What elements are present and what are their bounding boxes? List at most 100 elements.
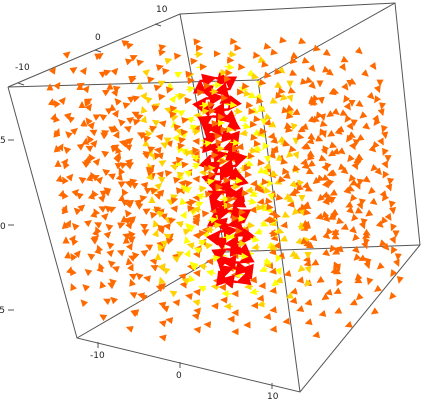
vector-arrow bbox=[269, 325, 278, 333]
vector-arrow bbox=[152, 229, 159, 238]
vector-arrow bbox=[111, 144, 120, 152]
vector-arrow bbox=[60, 204, 68, 213]
z-tick-label: -5 bbox=[0, 306, 5, 316]
vector-arrow bbox=[83, 159, 92, 167]
vector-arrow bbox=[108, 206, 117, 214]
vector-arrow bbox=[305, 167, 314, 175]
vector-arrow bbox=[147, 76, 155, 84]
vector-arrow bbox=[193, 38, 201, 46]
vector-arrow bbox=[230, 186, 246, 203]
vector-arrow bbox=[321, 191, 330, 199]
vector-arrow bbox=[318, 154, 327, 162]
vector-arrow bbox=[340, 55, 349, 63]
vector-arrow bbox=[107, 173, 116, 181]
vector-arrow bbox=[212, 237, 229, 251]
vector-arrow bbox=[307, 115, 316, 123]
vector-arrow bbox=[186, 242, 195, 250]
vector-arrow bbox=[131, 111, 140, 119]
vector-arrow bbox=[329, 141, 338, 149]
vector-arrow bbox=[94, 53, 103, 61]
vector-arrow bbox=[270, 136, 279, 144]
vector-arrow bbox=[198, 285, 207, 293]
vector-arrow bbox=[53, 81, 61, 90]
vector-arrow bbox=[63, 112, 72, 121]
vector-arrow bbox=[322, 214, 331, 223]
vector-arrow bbox=[325, 193, 334, 201]
vector-arrow bbox=[77, 204, 86, 212]
vector-arrow bbox=[118, 167, 126, 176]
vector-arrow bbox=[126, 117, 135, 125]
vector-arrow bbox=[65, 131, 73, 139]
vector-arrow bbox=[328, 88, 337, 96]
vector-arrow bbox=[333, 287, 342, 294]
vector-arrow bbox=[331, 107, 340, 116]
vector-arrow bbox=[124, 179, 133, 188]
vector-arrow bbox=[157, 80, 166, 88]
vector-arrow bbox=[351, 213, 359, 222]
vector-arrow bbox=[157, 227, 165, 235]
vector-arrow bbox=[262, 204, 271, 212]
vector-arrow bbox=[370, 163, 379, 172]
vector-arrow bbox=[319, 129, 327, 138]
vector-arrow bbox=[244, 282, 254, 291]
vector-arrow bbox=[321, 293, 330, 301]
vector-arrow bbox=[189, 198, 197, 206]
vector-arrow bbox=[84, 268, 93, 277]
vector-arrow bbox=[261, 167, 270, 176]
vector-arrow bbox=[336, 217, 345, 225]
vector-arrow bbox=[303, 240, 312, 248]
vector-arrow bbox=[256, 294, 265, 302]
vector-arrow bbox=[164, 57, 173, 65]
vector-arrow bbox=[126, 199, 135, 207]
vector-arrow bbox=[226, 242, 245, 257]
vector-arrow bbox=[143, 135, 151, 143]
vector-arrow bbox=[326, 195, 335, 203]
vector-arrow bbox=[304, 279, 312, 288]
vector-arrow bbox=[366, 91, 375, 100]
vector-arrow bbox=[261, 60, 269, 68]
vector-arrow bbox=[124, 218, 133, 225]
vector-arrow bbox=[128, 230, 136, 239]
vector-arrow bbox=[275, 254, 283, 263]
vector-arrow bbox=[390, 246, 398, 255]
vector-arrow bbox=[381, 242, 390, 251]
vector-arrow bbox=[334, 307, 343, 314]
vector-arrow bbox=[112, 85, 121, 93]
vector-arrow bbox=[361, 69, 369, 77]
vector-arrow bbox=[362, 175, 371, 183]
vector-arrow bbox=[283, 269, 292, 277]
vector-arrow bbox=[168, 95, 177, 104]
vector-arrow bbox=[368, 186, 376, 195]
vector-arrow bbox=[298, 208, 306, 217]
vector-arrow bbox=[210, 102, 229, 117]
vector-arrow bbox=[165, 86, 174, 94]
vector-arrow bbox=[91, 175, 100, 182]
vector-arrow bbox=[263, 257, 272, 265]
vector-arrow bbox=[118, 119, 126, 127]
vector-arrow bbox=[146, 169, 155, 177]
vector-arrow bbox=[277, 135, 286, 143]
vector-arrow bbox=[142, 69, 151, 77]
vector-arrow bbox=[348, 174, 357, 182]
vector-arrow bbox=[121, 40, 130, 48]
vector-arrow bbox=[300, 122, 309, 130]
vector-arrow bbox=[381, 147, 389, 156]
vector-arrow bbox=[94, 246, 102, 255]
vector-arrow bbox=[192, 162, 201, 170]
vector-arrow bbox=[322, 48, 331, 56]
vector-arrow bbox=[73, 250, 81, 259]
vector-arrow bbox=[125, 137, 134, 146]
vector-arrow bbox=[165, 317, 174, 325]
vector-arrow bbox=[158, 283, 166, 290]
vector-arrow bbox=[140, 92, 148, 101]
vector-arrow bbox=[92, 158, 101, 167]
vector-arrow bbox=[156, 189, 165, 197]
vector-arrow bbox=[200, 73, 217, 88]
vector-arrow bbox=[158, 160, 167, 168]
vector-arrow bbox=[249, 146, 258, 154]
vector-arrow bbox=[221, 290, 232, 298]
vector-arrow bbox=[291, 207, 300, 216]
vector-arrow bbox=[125, 242, 133, 251]
vector-arrow bbox=[287, 200, 295, 208]
vector-arrow bbox=[257, 166, 266, 174]
